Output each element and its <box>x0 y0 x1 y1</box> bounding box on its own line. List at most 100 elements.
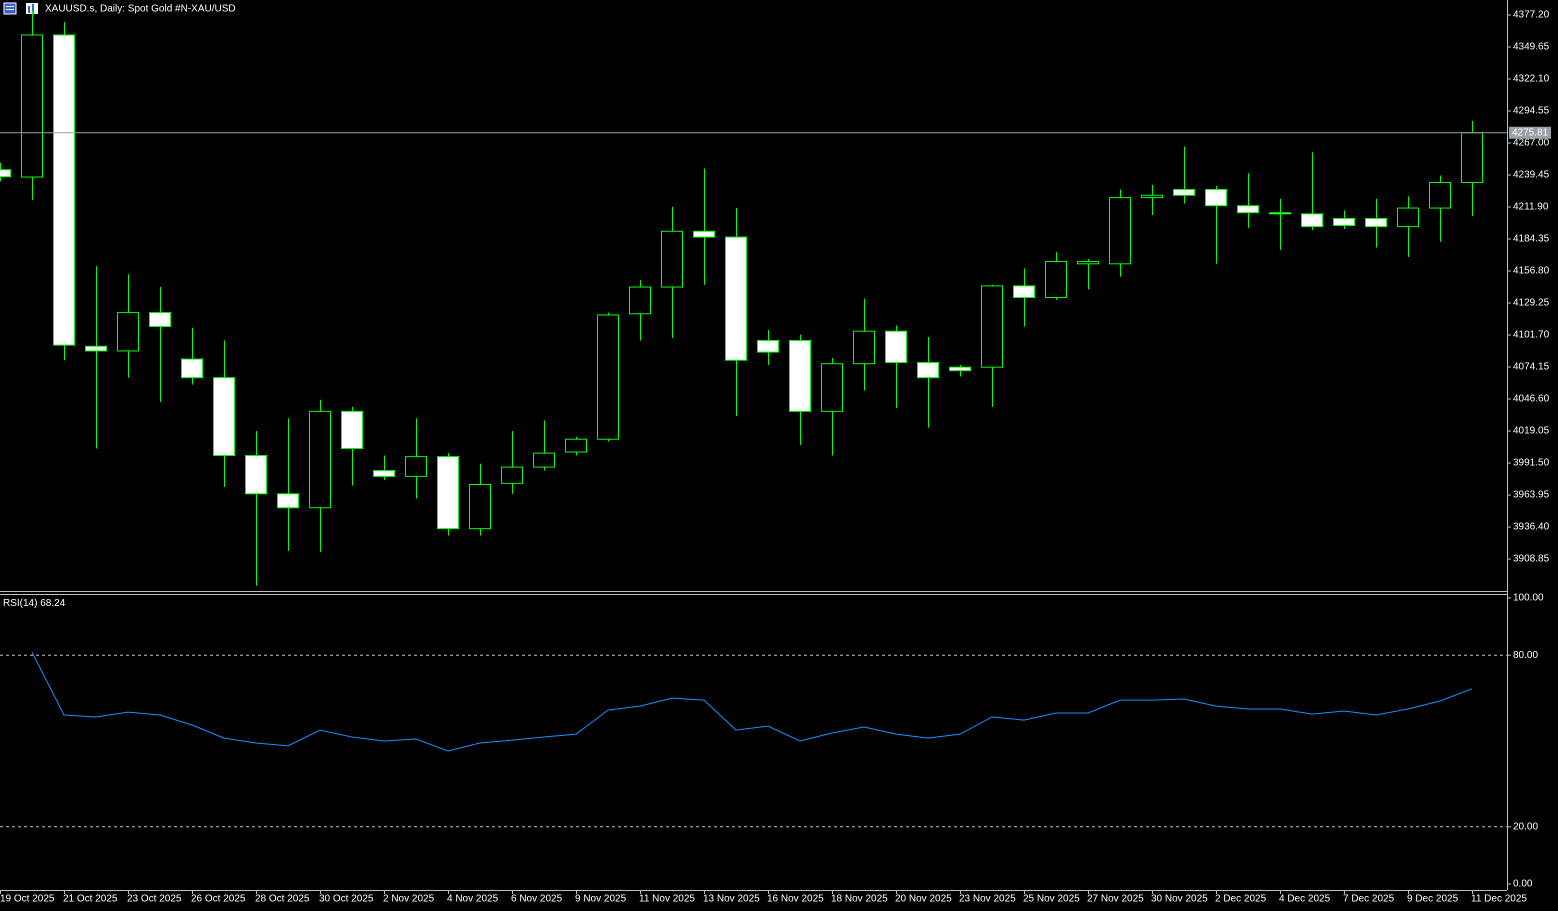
candle-body <box>661 230 683 288</box>
y-tick-label: 3936.40 <box>1513 522 1550 533</box>
y-tick-label: 4211.90 <box>1513 202 1549 213</box>
x-tick-label: 11 Nov 2025 <box>639 894 695 905</box>
indicator-value: 68.24 <box>40 598 65 609</box>
candle-body <box>565 438 587 453</box>
y-tick-label: 100.00 <box>1513 593 1544 604</box>
candle-body <box>949 366 971 372</box>
candle-body <box>277 493 299 509</box>
y-tick-label: 4101.70 <box>1513 330 1550 341</box>
x-tick-label: 2 Nov 2025 <box>383 894 435 905</box>
candle-body <box>85 345 107 352</box>
x-tick-label: 25 Nov 2025 <box>1023 894 1080 905</box>
candle-body <box>1077 260 1099 265</box>
candle-body <box>469 484 491 530</box>
candle-body <box>789 339 811 412</box>
y-tick-label: 4377.20 <box>1513 10 1550 21</box>
candle-body <box>821 363 843 412</box>
x-tick-label: 2 Dec 2025 <box>1215 894 1267 905</box>
y-tick-label: 4322.10 <box>1513 74 1550 85</box>
candle-body <box>885 330 907 364</box>
candle-body <box>1109 197 1131 265</box>
candle-body <box>981 285 1003 368</box>
candle-body <box>1173 188 1195 196</box>
candle-body <box>597 314 619 440</box>
candle-body <box>1365 218 1387 228</box>
candle-body <box>0 169 11 178</box>
y-tick-label: 80.00 <box>1513 650 1538 661</box>
x-tick-label: 9 Dec 2025 <box>1407 894 1459 905</box>
candle-body <box>21 34 43 178</box>
candle-body <box>1269 212 1291 215</box>
y-tick-label: 20.00 <box>1513 821 1538 832</box>
x-tick-label: 30 Oct 2025 <box>319 894 374 905</box>
x-tick-label: 26 Oct 2025 <box>191 894 246 905</box>
x-tick-label: 23 Nov 2025 <box>959 894 1016 905</box>
x-tick-label: 19 Oct 2025 <box>0 894 55 905</box>
x-tick-label: 16 Nov 2025 <box>767 894 824 905</box>
x-tick-label: 9 Nov 2025 <box>575 894 627 905</box>
candle-body <box>757 339 779 353</box>
x-tick-label: 21 Oct 2025 <box>63 894 118 905</box>
candle-body <box>629 286 651 315</box>
indicator-label: RSI(14) 68.24 <box>3 598 66 609</box>
y-tick-label: 4046.60 <box>1513 394 1550 405</box>
candle-body <box>1205 188 1227 207</box>
x-tick-label: 27 Nov 2025 <box>1087 894 1144 905</box>
chart-title: XAUUSD.s, Daily: Spot Gold #N-XAU/USD <box>45 4 236 15</box>
indicator-name: RSI(14) <box>3 598 37 609</box>
y-tick-label: 4267.00 <box>1513 138 1550 149</box>
candle-body <box>437 456 459 530</box>
candle-body <box>693 230 715 238</box>
candle-body <box>213 377 235 456</box>
rsi-line <box>31 651 1473 752</box>
candle-body <box>149 312 171 328</box>
candle-body <box>1013 285 1035 298</box>
x-tick-label: 4 Nov 2025 <box>447 894 499 905</box>
candle-body <box>853 330 875 365</box>
y-tick-label: 4294.55 <box>1513 106 1550 117</box>
x-tick-label: 7 Dec 2025 <box>1343 894 1395 905</box>
x-tick-label: 13 Nov 2025 <box>703 894 760 905</box>
y-tick-label: 4156.80 <box>1513 266 1550 277</box>
y-tick-label: 3908.85 <box>1513 554 1550 565</box>
candle-body <box>917 362 939 379</box>
y-tick-label: 3963.95 <box>1513 490 1550 501</box>
candle-body <box>533 452 555 468</box>
symbol-icons <box>3 2 38 15</box>
last-price-box <box>1509 126 1551 139</box>
x-tick-label: 4 Dec 2025 <box>1279 894 1331 905</box>
candle-body <box>1237 205 1259 214</box>
last-price-label: 4275.81 <box>1512 127 1549 138</box>
y-tick-label: 3991.50 <box>1513 458 1550 469</box>
y-tick-label: 0.00 <box>1513 879 1533 890</box>
x-tick-label: 6 Nov 2025 <box>511 894 563 905</box>
candle-body <box>245 454 267 495</box>
candle-body <box>373 470 395 477</box>
x-tick-label: 11 Dec 2025 <box>1471 894 1527 905</box>
x-tick-label: 18 Nov 2025 <box>831 894 888 905</box>
y-tick-label: 4129.25 <box>1513 298 1550 309</box>
candle-body <box>501 466 523 484</box>
y-tick-label: 4074.15 <box>1513 362 1550 373</box>
candle-body <box>117 312 139 352</box>
candle-body <box>53 34 75 346</box>
candle-body <box>1141 194 1163 199</box>
candle-body <box>309 410 331 509</box>
y-tick-label: 4184.35 <box>1513 234 1550 245</box>
x-tick-label: 23 Oct 2025 <box>127 894 182 905</box>
y-tick-label: 4019.05 <box>1513 426 1550 437</box>
candle-body <box>1429 181 1451 209</box>
x-tick-label: 28 Oct 2025 <box>255 894 310 905</box>
candle-body <box>1333 218 1355 226</box>
candle-body <box>725 236 747 361</box>
candle-body <box>1397 207 1419 228</box>
x-tick-label: 30 Nov 2025 <box>1151 894 1208 905</box>
candle-body <box>181 358 203 379</box>
y-tick-label: 4349.65 <box>1513 42 1550 53</box>
candle-body <box>341 410 363 450</box>
candle-body <box>1045 260 1067 298</box>
candle-body <box>1461 132 1483 183</box>
x-tick-label: 20 Nov 2025 <box>895 894 952 905</box>
candle-body <box>1301 213 1323 228</box>
